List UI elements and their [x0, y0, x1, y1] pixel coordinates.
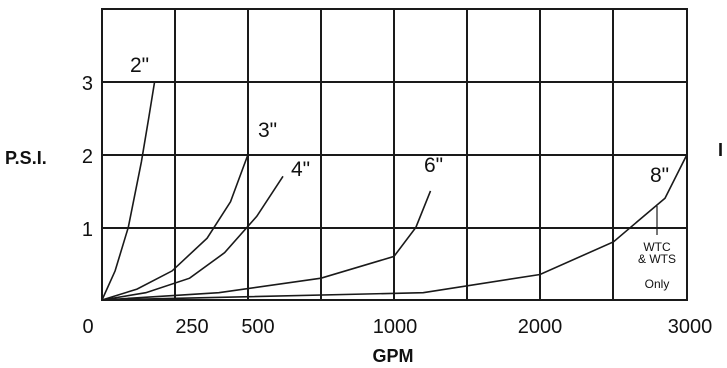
series-label-1: 2" — [130, 54, 149, 77]
x-tick-label: 0 — [82, 316, 93, 338]
x-tick-label: 2000 — [518, 316, 563, 338]
x-tick-label: 3000 — [668, 316, 713, 338]
curves — [101, 81, 688, 301]
x-tick-label: 1000 — [373, 316, 418, 338]
grid — [101, 8, 688, 301]
curve-5 — [101, 154, 688, 301]
annotation-bg — [632, 240, 682, 252]
curve-2 — [101, 154, 249, 301]
series-label-3: 4" — [291, 158, 310, 181]
y-axis-title: P.S.I. — [5, 148, 47, 168]
y-axis-title-right: I — [718, 140, 723, 160]
y-tick-label: 3 — [82, 73, 93, 95]
x-tick-label: 250 — [175, 316, 208, 338]
series-label-5: 8" — [650, 164, 669, 187]
annotation-text: WTC — [643, 240, 671, 254]
x-tick-label: 500 — [241, 316, 274, 338]
series-label-4: 6" — [424, 154, 443, 177]
curve-1 — [101, 81, 156, 301]
y-tick-label: 2 — [82, 146, 93, 168]
curve-3 — [101, 175, 284, 301]
annotation-text: Only — [645, 277, 670, 291]
labels: 2" 3" 4" 6" 8" WTC& WTS Only 1 2 3 0 250 500 1000 2000… — [5, 54, 723, 366]
x-axis-title: GPM — [372, 346, 413, 366]
y-tick-label: 1 — [82, 219, 93, 241]
curve-4 — [101, 190, 432, 301]
annotation-bg — [632, 252, 682, 264]
series-label-2: 3" — [258, 119, 277, 142]
annotation-text: & WTS — [638, 252, 676, 266]
annotation-bg — [632, 264, 682, 276]
